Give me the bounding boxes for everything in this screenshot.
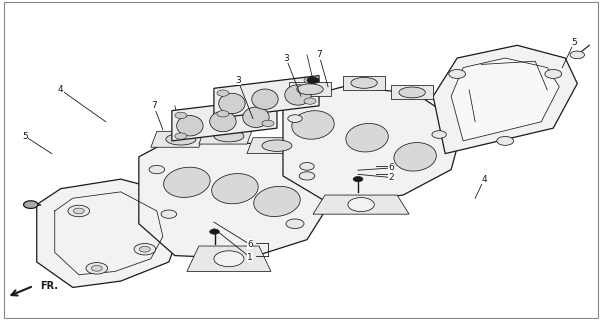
- Ellipse shape: [212, 173, 258, 204]
- Ellipse shape: [253, 186, 300, 217]
- Text: 7: 7: [151, 101, 157, 110]
- Ellipse shape: [285, 85, 311, 105]
- Circle shape: [307, 77, 319, 84]
- Polygon shape: [157, 198, 199, 220]
- Circle shape: [497, 136, 514, 145]
- Circle shape: [149, 165, 165, 174]
- Ellipse shape: [346, 124, 388, 152]
- Polygon shape: [187, 246, 271, 271]
- Circle shape: [432, 131, 446, 138]
- Polygon shape: [214, 76, 319, 119]
- Ellipse shape: [243, 107, 269, 127]
- Text: 3: 3: [283, 53, 289, 62]
- Polygon shape: [139, 138, 331, 259]
- Circle shape: [353, 177, 363, 182]
- Polygon shape: [451, 58, 559, 141]
- Circle shape: [175, 112, 187, 119]
- Text: 6: 6: [247, 240, 253, 249]
- Circle shape: [448, 69, 465, 78]
- Polygon shape: [172, 98, 277, 141]
- Circle shape: [161, 210, 176, 218]
- Polygon shape: [391, 85, 433, 100]
- Circle shape: [23, 201, 38, 208]
- Circle shape: [217, 111, 229, 117]
- Circle shape: [209, 229, 219, 234]
- Circle shape: [304, 98, 316, 104]
- Circle shape: [68, 205, 90, 217]
- Ellipse shape: [399, 87, 426, 98]
- Circle shape: [217, 90, 229, 96]
- Text: 5: 5: [22, 132, 28, 140]
- Polygon shape: [199, 128, 253, 144]
- Polygon shape: [289, 82, 331, 96]
- Polygon shape: [283, 87, 463, 204]
- Polygon shape: [37, 179, 181, 287]
- Circle shape: [262, 100, 274, 106]
- Text: 7: 7: [316, 50, 322, 59]
- Polygon shape: [433, 45, 577, 154]
- Polygon shape: [313, 195, 409, 214]
- Ellipse shape: [214, 130, 244, 142]
- Circle shape: [92, 266, 102, 271]
- Circle shape: [286, 219, 304, 228]
- Circle shape: [299, 172, 315, 180]
- Circle shape: [140, 246, 150, 252]
- Circle shape: [175, 128, 187, 134]
- Circle shape: [214, 251, 244, 267]
- Ellipse shape: [219, 93, 245, 114]
- Circle shape: [134, 244, 156, 255]
- Text: FR.: FR.: [40, 281, 58, 291]
- Circle shape: [175, 133, 187, 139]
- Ellipse shape: [292, 111, 334, 139]
- Polygon shape: [151, 131, 205, 147]
- Circle shape: [545, 69, 562, 78]
- Text: 5: 5: [571, 38, 577, 47]
- Ellipse shape: [262, 140, 292, 151]
- Text: 3: 3: [235, 76, 241, 85]
- Circle shape: [348, 197, 374, 212]
- Circle shape: [262, 120, 274, 126]
- Ellipse shape: [297, 84, 323, 95]
- Polygon shape: [247, 138, 301, 154]
- Polygon shape: [343, 76, 385, 90]
- Text: 1: 1: [247, 253, 253, 262]
- Text: 6: 6: [388, 164, 394, 172]
- Text: 4: 4: [482, 175, 487, 184]
- Ellipse shape: [209, 111, 236, 132]
- Ellipse shape: [176, 116, 203, 136]
- Ellipse shape: [351, 77, 377, 88]
- Text: 4: 4: [58, 85, 64, 94]
- Circle shape: [86, 263, 108, 274]
- Circle shape: [570, 51, 585, 59]
- Circle shape: [300, 163, 314, 170]
- Circle shape: [304, 77, 316, 84]
- Ellipse shape: [252, 89, 278, 109]
- Ellipse shape: [394, 143, 436, 171]
- Circle shape: [288, 115, 302, 123]
- Ellipse shape: [164, 167, 210, 197]
- Ellipse shape: [166, 133, 196, 145]
- Text: 2: 2: [388, 173, 394, 182]
- Circle shape: [73, 208, 84, 214]
